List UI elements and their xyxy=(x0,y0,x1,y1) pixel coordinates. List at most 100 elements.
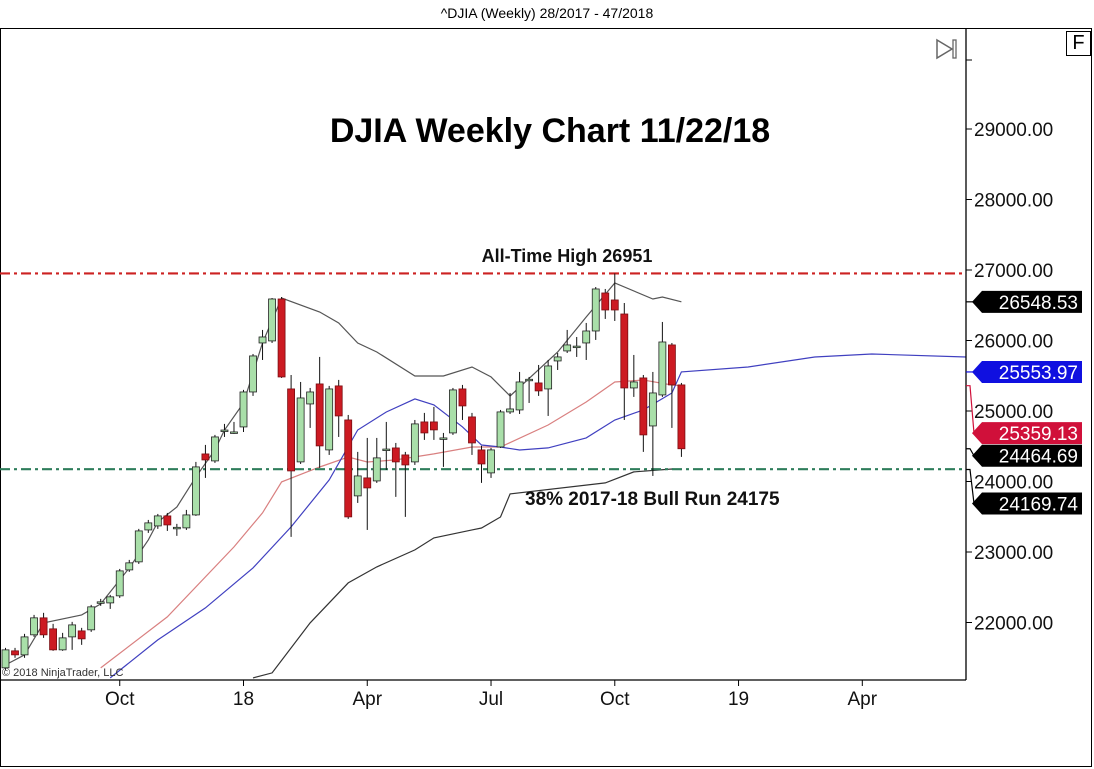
candle xyxy=(220,423,229,437)
chart-frame xyxy=(0,28,1092,767)
candle xyxy=(96,598,105,606)
candle-body-up xyxy=(172,526,181,530)
price-marker-label: 25359.13 xyxy=(999,424,1078,445)
candle-body-up xyxy=(153,515,162,527)
candle-body-down xyxy=(334,385,343,417)
candle-body-down xyxy=(668,344,676,386)
candle xyxy=(182,509,191,530)
candle xyxy=(20,633,29,658)
candle xyxy=(344,414,353,519)
price-marker-tag xyxy=(972,444,1082,467)
candle-body-down xyxy=(620,313,629,389)
candle xyxy=(296,381,305,464)
support-level-label: 38% 2017-18 Bull Run 24175 xyxy=(525,489,780,510)
price-marker: 25359.13 xyxy=(966,385,1082,445)
candle-body-up xyxy=(249,355,257,393)
candle-body-up xyxy=(115,570,124,597)
candle xyxy=(534,364,543,396)
candle-body-up xyxy=(353,475,362,497)
y-tick-label: 24000.00 xyxy=(974,473,1053,494)
candle xyxy=(668,342,676,428)
candle-body-up xyxy=(629,381,638,389)
candle xyxy=(353,451,362,503)
candle-body-up xyxy=(572,345,581,349)
candle-body-up xyxy=(125,562,134,571)
upper-band-line xyxy=(5,282,682,666)
candle-body-down xyxy=(458,388,467,407)
price-marker-leader xyxy=(966,468,975,504)
candle-body-up xyxy=(372,457,381,482)
candle-body-up xyxy=(410,423,419,463)
candle-body-up xyxy=(382,448,391,451)
candle xyxy=(563,329,572,353)
candle-body-up xyxy=(306,391,315,405)
x-tick-label: Apr xyxy=(848,689,878,710)
candle xyxy=(191,461,200,516)
x-tick-label: Jul xyxy=(479,689,503,710)
candle xyxy=(58,632,67,651)
candle-body-down xyxy=(11,650,19,656)
candle-body-up xyxy=(268,298,276,342)
candle-body-down xyxy=(163,515,172,526)
candle-body-up xyxy=(1,649,10,669)
candle-body-up xyxy=(68,624,77,638)
price-marker: 26548.53 xyxy=(966,290,1082,314)
lower-band-line xyxy=(252,468,682,679)
candle xyxy=(429,406,438,440)
candle xyxy=(125,559,134,572)
candle xyxy=(477,445,486,483)
candle xyxy=(391,442,400,497)
candle xyxy=(134,528,143,564)
candle-body-down xyxy=(534,382,543,392)
candle-body-down xyxy=(49,628,57,651)
candle xyxy=(639,374,648,452)
candle-body-up xyxy=(239,391,248,428)
candle-body-up xyxy=(648,392,657,427)
candle xyxy=(144,519,153,533)
candle-body-up xyxy=(134,530,143,563)
x-tick-label: 19 xyxy=(728,689,749,710)
candle xyxy=(610,273,619,321)
price-marker-label: 26548.53 xyxy=(999,293,1078,314)
candle xyxy=(572,336,581,357)
candle-body-up xyxy=(58,637,67,651)
candle xyxy=(115,568,124,598)
y-tick-label: 29000.00 xyxy=(974,120,1053,141)
candle xyxy=(439,432,448,467)
candle-body-down xyxy=(39,617,48,636)
candle-body-up xyxy=(182,514,191,529)
f-button[interactable]: F xyxy=(1066,31,1091,56)
candle-body-up xyxy=(506,408,514,413)
candle xyxy=(49,623,57,651)
x-tick-label: Oct xyxy=(105,689,135,710)
candle-body-up xyxy=(439,437,448,440)
candle-body-up xyxy=(144,522,153,531)
candle-body-down xyxy=(601,292,610,311)
candle-body-down xyxy=(315,383,324,447)
candle xyxy=(153,513,162,529)
candle-body-up xyxy=(582,330,591,344)
candle xyxy=(277,297,286,378)
candle xyxy=(382,421,391,470)
candle-body-up xyxy=(563,344,572,352)
indicator-lines xyxy=(5,282,966,679)
candle xyxy=(515,371,524,414)
candle xyxy=(591,286,600,340)
scroll-to-end-button[interactable] xyxy=(935,38,959,60)
candle-body-down xyxy=(287,388,296,472)
candle xyxy=(30,614,38,637)
candle-body-up xyxy=(106,596,115,604)
candle xyxy=(106,594,115,609)
candle xyxy=(1,647,10,670)
candle-body-up xyxy=(658,341,667,396)
candle xyxy=(201,444,210,478)
candle-body-up xyxy=(325,388,334,451)
candle xyxy=(629,354,638,397)
window-title: ^DJIA (Weekly) 28/2017 - 47/2018 xyxy=(440,5,654,21)
candle-body-up xyxy=(87,606,96,631)
candle xyxy=(401,451,410,517)
candle xyxy=(582,322,591,360)
candle xyxy=(496,409,505,448)
